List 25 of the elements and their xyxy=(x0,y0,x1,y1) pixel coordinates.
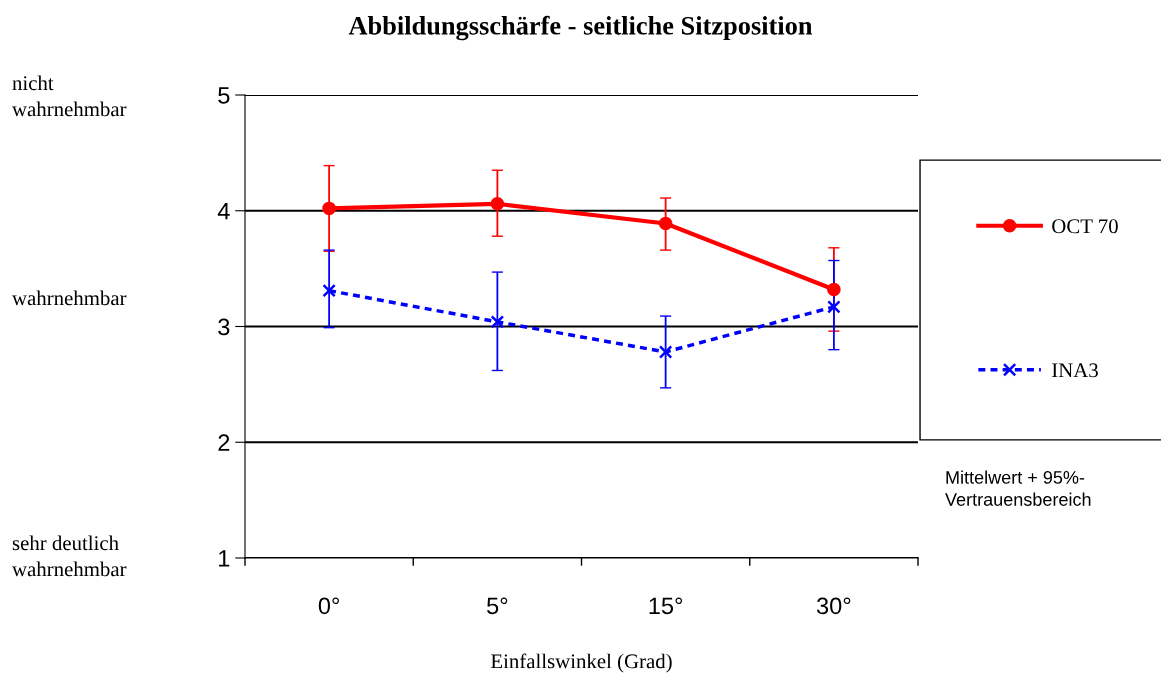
text: Mittelwert + 95%- Vertrauensbereich xyxy=(945,470,1091,506)
y-tick-label: 4 xyxy=(217,203,230,220)
legend-label: INA3 xyxy=(1052,363,1098,378)
y-tick-label: 2 xyxy=(218,434,230,451)
text: sehr deutlich wahrnehmbar xyxy=(12,535,127,577)
x-tick-label: 15° xyxy=(649,597,683,615)
y-tick-label: 3 xyxy=(218,318,230,336)
text: wahrnehmbar xyxy=(12,290,127,306)
point xyxy=(827,282,841,297)
x-tick-label: 5° xyxy=(487,597,508,615)
y-tick-label: 1 xyxy=(219,550,230,567)
x-tick-label: 30° xyxy=(816,597,851,615)
text: nicht wahrnehmbar xyxy=(12,75,127,117)
point xyxy=(490,315,505,329)
x-axis-title: Einfallswinkel (Grad) xyxy=(490,653,672,673)
legend-label: OCT 70 xyxy=(1052,219,1118,234)
point xyxy=(490,197,505,211)
point xyxy=(658,216,673,231)
point xyxy=(322,283,336,298)
x-tick-label: 0° xyxy=(318,597,339,615)
point xyxy=(658,345,673,359)
point xyxy=(827,300,841,314)
point xyxy=(322,201,336,216)
chart-title: Abbildungsschärfe - seitliche Sitzposition xyxy=(348,15,813,41)
y-tick-label: 5 xyxy=(218,87,230,104)
